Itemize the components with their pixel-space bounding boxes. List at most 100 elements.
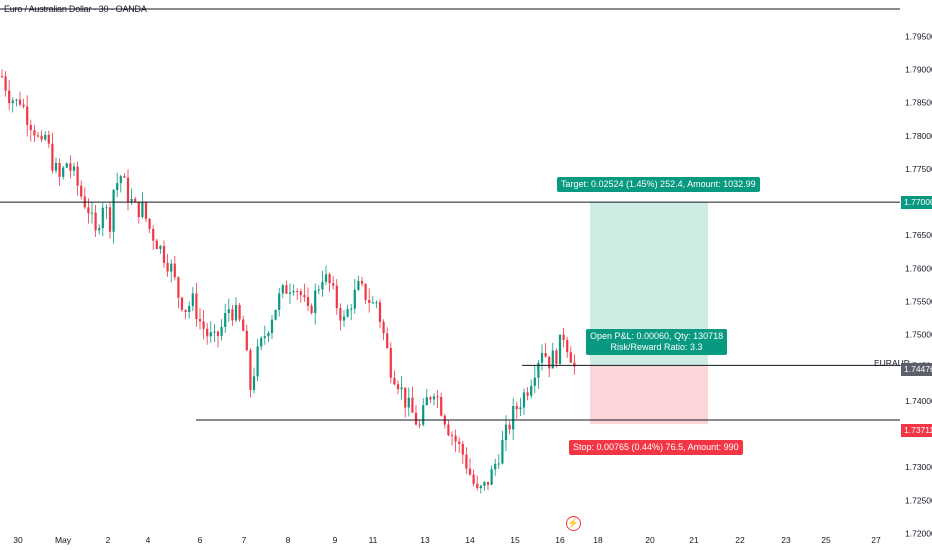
position-zones[interactable] [590,202,708,425]
candlestick-series [0,69,576,494]
candle-body [350,308,353,310]
candle-body [252,376,256,390]
candle-body [461,443,464,455]
candle-body [224,313,227,327]
candle-body [36,135,40,137]
candle-body [62,167,65,177]
candle-body [569,352,572,363]
candle-body [382,321,385,334]
candle-body [324,274,328,282]
candle-body [152,228,155,241]
x-tick-label: 18 [593,535,603,545]
x-tick-label: 25 [821,535,831,545]
x-tick-label: 22 [735,535,745,545]
y-tick-label: 1.76500 [905,230,932,240]
candle-body [281,285,284,294]
y-tick-label: 1.78500 [905,98,932,108]
candle-body [303,295,306,298]
x-tick-label: 14 [465,535,475,545]
candle-body [339,308,342,321]
candle-body [342,316,346,321]
candle-body [249,350,252,390]
candle-body [141,202,144,218]
price-tag-upper-level[interactable]: 1.77000 [901,196,932,210]
candle-body [234,305,238,321]
loss-zone[interactable] [590,365,708,425]
candle-body [533,377,536,386]
candle-body [314,290,317,314]
chart-title: Euro / Australian Dollar · 30 · OANDA [4,4,147,14]
x-tick-label: May [55,535,72,545]
candle-body [166,262,169,272]
price-tag-lower-level[interactable]: 1.73711 [901,424,932,438]
candle-body [58,162,61,177]
candle-body [227,309,230,314]
candle-body [522,392,526,408]
stop-label[interactable]: Stop: 0.00765 (0.44%) 76.5, Amount: 990 [569,440,743,456]
y-tick-label: 1.78000 [905,131,932,141]
candle-body [389,348,392,378]
candle-body [198,318,202,322]
candle-body [393,377,396,385]
x-tick-label: 7 [242,535,247,545]
price-tag-current[interactable]: 1.74476 [901,363,932,377]
price-axis[interactable]: 1.720001.725001.730001.735001.740001.745… [905,31,932,538]
candle-body [306,297,310,306]
candle-body [213,331,216,333]
x-tick-label: 16 [555,535,565,545]
time-axis[interactable]: 30 May 2 4 6 7 8 9 11 13 14 15 16 18 20 21 22 23 25 27 [13,535,881,545]
candle-body [310,305,313,314]
lightning-icon[interactable]: ⚡ [566,516,581,531]
candle-body [4,76,7,91]
candle-body [177,277,180,298]
x-tick-label: 23 [781,535,791,545]
candle-body [562,334,565,341]
candle-body [80,185,83,197]
candle-body [548,356,551,369]
candle-body [468,468,472,475]
candle-body [465,454,468,469]
candle-body [573,362,576,367]
candle-body [515,406,518,410]
y-tick-label: 1.75000 [905,330,932,340]
candle-body [551,350,554,369]
candle-body [368,299,371,303]
candle-body [486,481,490,485]
candle-body [8,90,11,104]
candle-body [134,198,137,203]
candle-body [206,328,209,337]
candle-body [231,309,234,321]
candle-body [296,290,299,292]
candle-body [328,274,331,284]
candle-body [425,397,428,406]
horizontal-levels[interactable] [0,201,900,421]
candle-body [494,463,497,470]
candle-body [386,333,389,349]
candle-body [0,76,4,78]
candle-body [454,435,457,442]
candle-body [33,130,36,136]
candle-body [72,166,76,171]
candle-body [44,134,47,140]
candle-body [292,290,295,293]
candle-body [476,483,479,489]
candle-body [519,407,522,410]
candle-body [137,202,140,218]
candle-body [540,353,544,363]
candle-body [119,176,122,184]
candle-body [112,190,115,232]
candle-body [497,463,500,465]
candle-body [22,104,25,107]
candle-body [242,319,245,331]
candle-body [414,412,418,425]
candle-body [544,353,547,357]
pnl-label[interactable]: Open P&L: 0.00060, Qty: 130718 Risk/Rewa… [586,329,728,356]
target-label[interactable]: Target: 0.02524 (1.45%) 252.4, Amount: 1… [557,177,760,193]
candle-body [346,309,349,317]
candle-body [530,385,533,396]
candle-body [263,336,266,339]
candle-body [51,143,54,171]
candle-body [267,332,270,337]
candle-body [159,246,162,250]
